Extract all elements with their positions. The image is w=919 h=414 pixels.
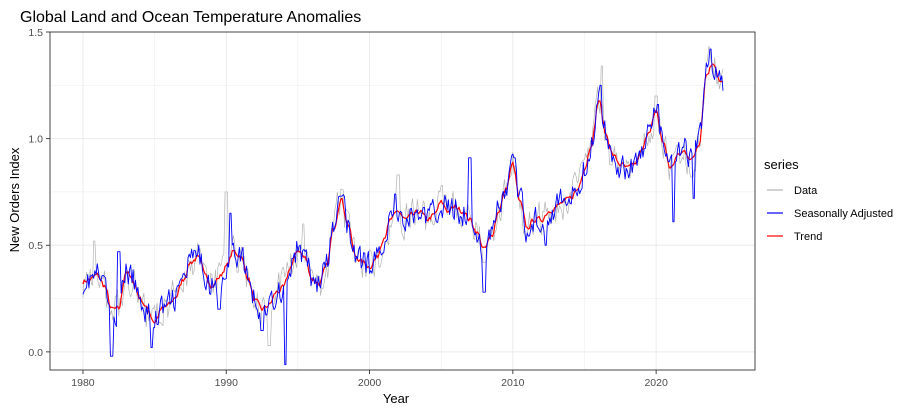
- legend-item-data: Data: [767, 185, 818, 197]
- legend-label: Seasonally Adjusted: [794, 208, 893, 220]
- series-line-data: [82, 46, 724, 346]
- series-lines: [82, 46, 724, 366]
- legend-label: Data: [794, 185, 818, 197]
- grid: [50, 31, 755, 370]
- panel-border: [49, 31, 756, 371]
- x-tick-label: 1980: [71, 377, 95, 389]
- legend: series Data Seasonally Adjusted Trend: [764, 157, 893, 243]
- series-line-seasonally-adjusted: [82, 48, 724, 366]
- y-tick-label: 1.5: [28, 27, 43, 39]
- x-axis-title: Year: [383, 391, 410, 406]
- y-axis: 0.0 0.5 1.0 1.5: [28, 27, 50, 359]
- y-tick-label: 0.5: [28, 240, 43, 252]
- series-line-trend: [82, 63, 724, 324]
- chart-title: Global Land and Ocean Temperature Anomal…: [20, 9, 361, 26]
- legend-item-seasonally-adjusted: Seasonally Adjusted: [767, 208, 893, 220]
- legend-item-trend: Trend: [767, 231, 822, 243]
- y-tick-label: 0.0: [28, 347, 43, 359]
- x-axis: 1980 1990 2000 2010 2020: [71, 370, 668, 389]
- y-tick-label: 1.0: [28, 134, 43, 146]
- legend-label: Trend: [794, 231, 822, 243]
- x-tick-label: 2000: [358, 377, 382, 389]
- x-tick-label: 2010: [501, 377, 525, 389]
- legend-title: series: [764, 157, 799, 172]
- x-tick-label: 1990: [215, 377, 239, 389]
- x-tick-label: 2020: [644, 377, 668, 389]
- y-axis-title: New Orders Index: [7, 147, 22, 252]
